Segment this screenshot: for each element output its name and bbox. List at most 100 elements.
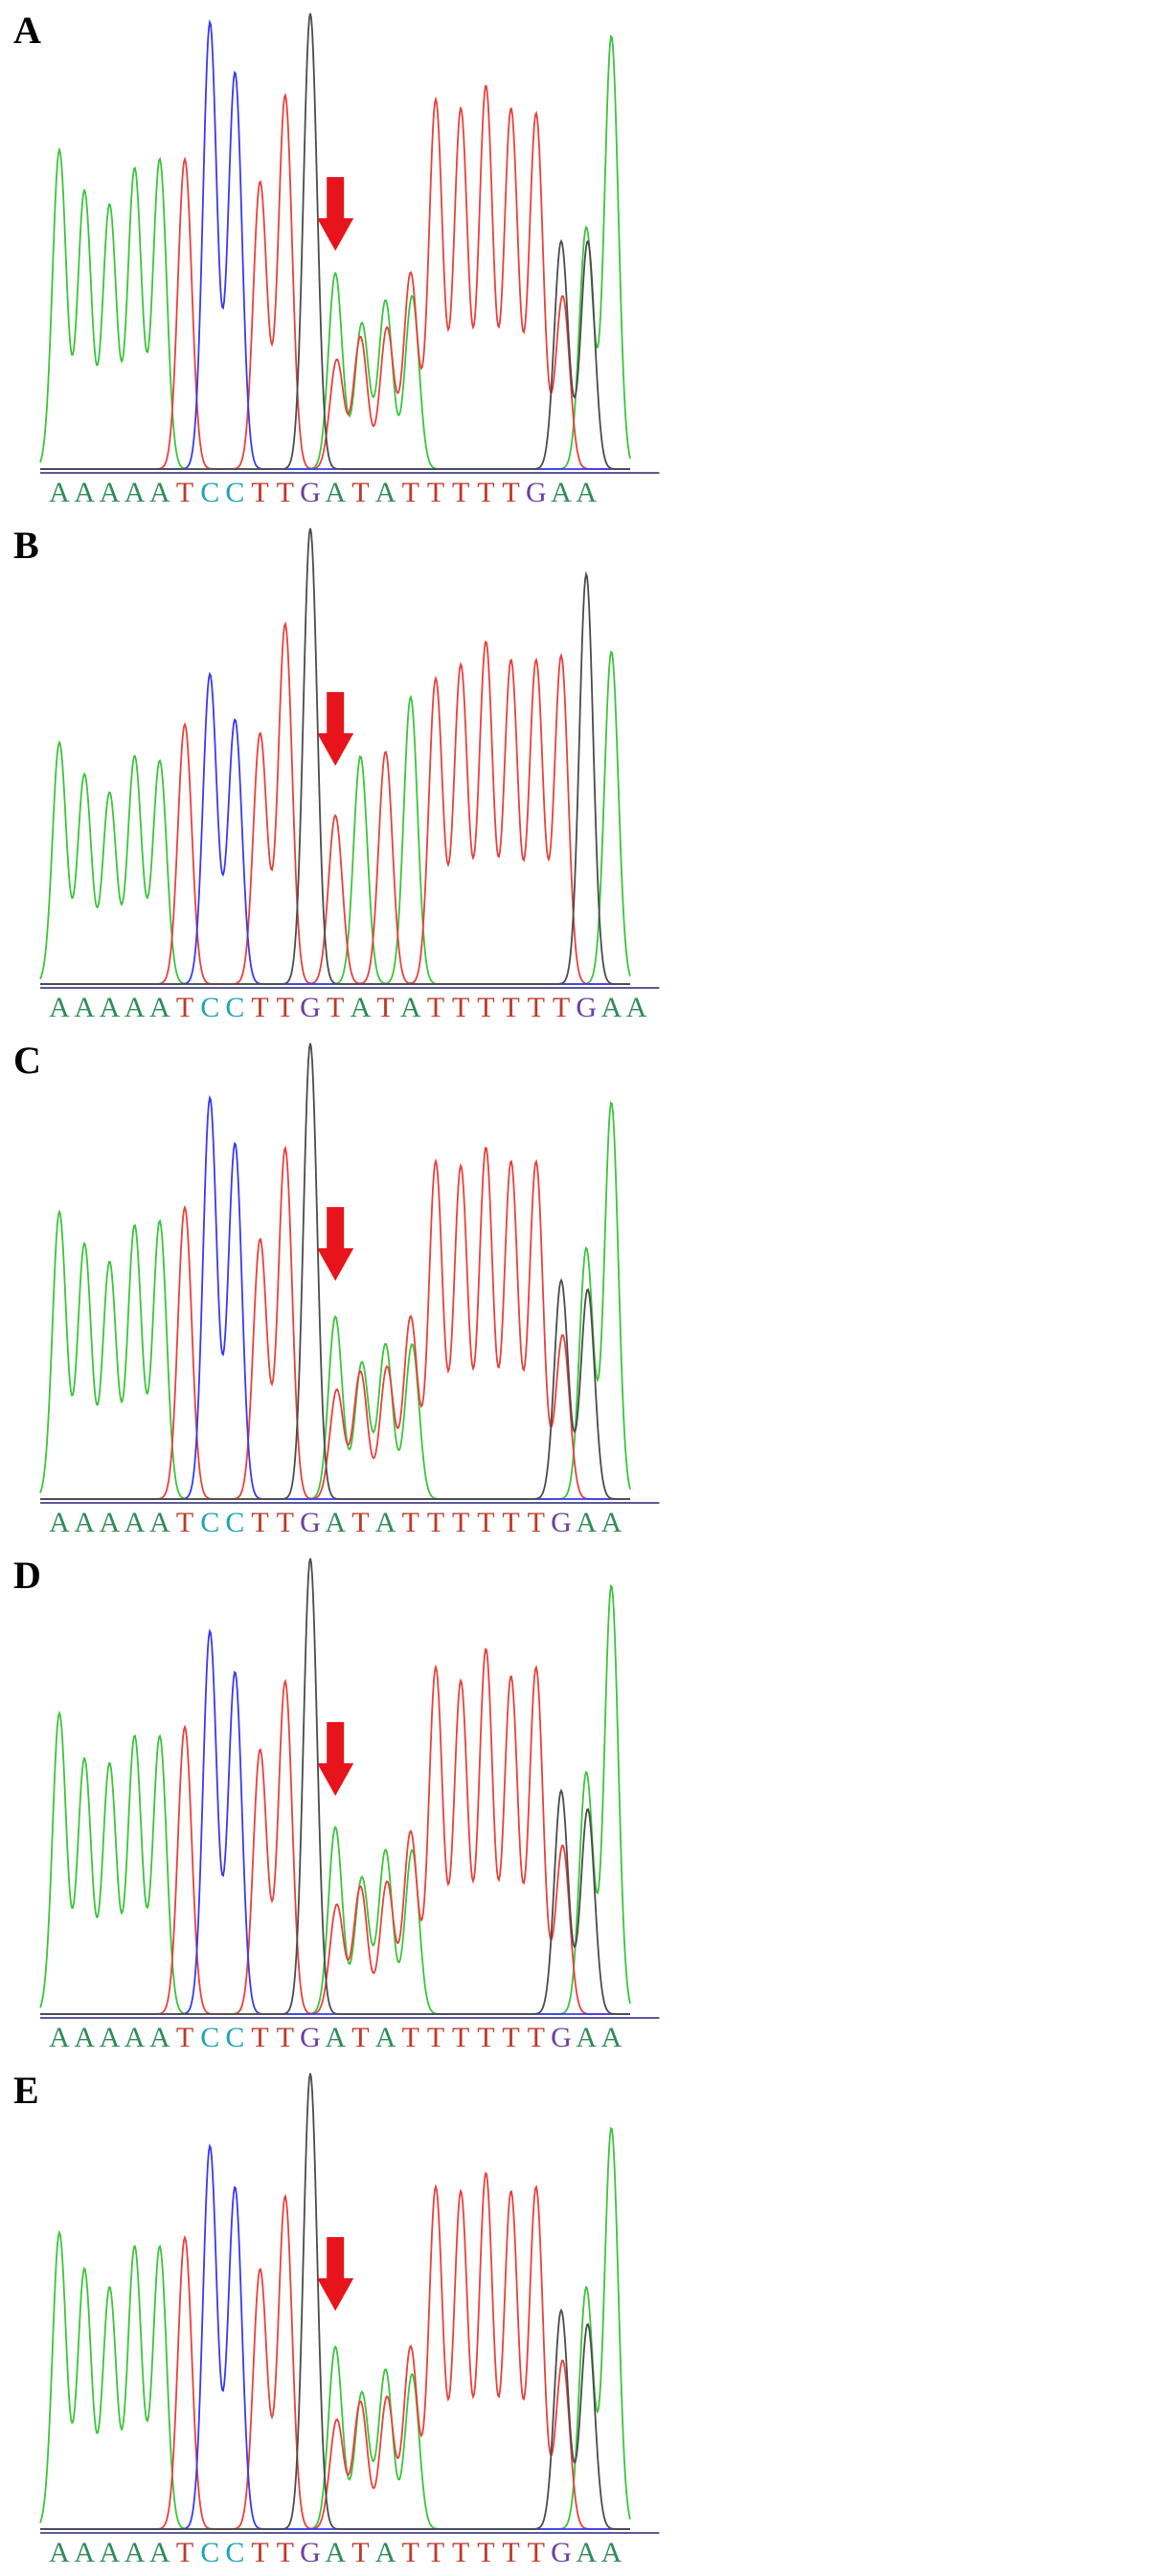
base-call-letter: T: [502, 2022, 519, 2053]
base-call-letter: A: [375, 2537, 396, 2568]
panel-label: C: [13, 1039, 41, 1082]
base-call-letter: T: [452, 1507, 469, 1538]
base-call-letter: T: [452, 2022, 469, 2053]
trace-g: [40, 1042, 630, 1500]
base-call-letter: T: [452, 477, 469, 508]
base-call-letter: A: [325, 2022, 346, 2053]
base-call-letter: A: [601, 992, 622, 1023]
base-call-letter: C: [200, 2537, 219, 2568]
base-call-letter: T: [528, 2022, 545, 2053]
base-call-letter: T: [351, 2022, 369, 2053]
base-call-letter: A: [576, 2537, 597, 2568]
base-call-letter: A: [124, 2537, 146, 2568]
base-call-letter: A: [149, 1507, 170, 1538]
base-call-letter: G: [551, 2022, 572, 2053]
mutation-arrow-icon: [317, 177, 354, 251]
base-call-letter: T: [277, 992, 294, 1023]
trace-t: [40, 2171, 630, 2530]
base-call-letter: G: [551, 2537, 572, 2568]
base-call-letter: G: [526, 477, 547, 508]
base-call-letter: G: [300, 2022, 321, 2053]
base-call-letter: A: [149, 992, 170, 1023]
base-call-letter: T: [351, 477, 369, 508]
base-call-letter: A: [49, 1507, 70, 1538]
base-call-letter: A: [375, 2022, 396, 2053]
base-call-letter: T: [351, 1507, 369, 1538]
base-call-letter: A: [74, 2022, 95, 2053]
base-call-letter: A: [351, 992, 372, 1023]
base-call-letter: T: [477, 2022, 494, 2053]
base-call-letter: T: [176, 2022, 193, 2053]
base-call-letter: T: [176, 1507, 193, 1538]
trace-a: [39, 34, 631, 470]
base-call-letter: G: [551, 1507, 572, 1538]
base-call-letter: C: [225, 477, 244, 508]
base-call-letter: A: [49, 477, 70, 508]
base-call-letter: T: [251, 992, 268, 1023]
base-call-letter: T: [402, 2537, 419, 2568]
base-call-letter: A: [576, 477, 597, 508]
base-call-letter: T: [176, 992, 193, 1023]
trace-a: [39, 1583, 631, 2015]
base-call-letter: G: [300, 477, 321, 508]
base-call-letter: T: [277, 2022, 294, 2053]
base-call-letter: A: [74, 1507, 95, 1538]
base-call-letter: A: [100, 477, 121, 508]
base-call-letter: C: [225, 2537, 244, 2568]
base-call-letter: G: [576, 992, 597, 1023]
base-call-letter: C: [200, 1507, 219, 1538]
base-call-letter: A: [576, 1507, 597, 1538]
base-call-letter: A: [325, 477, 346, 508]
base-call-letter: A: [124, 992, 146, 1023]
base-call-letter: A: [49, 2022, 70, 2053]
base-call-letter: A: [601, 2537, 622, 2568]
panel-label: D: [13, 1554, 41, 1597]
base-call-letter: A: [100, 1507, 121, 1538]
trace-t: [40, 621, 630, 985]
base-call-letter: T: [251, 477, 268, 508]
base-call-letter: T: [528, 1507, 545, 1538]
base-call-letter: A: [325, 2537, 346, 2568]
base-call-letter: T: [251, 2022, 268, 2053]
mutation-arrow-icon: [317, 1722, 354, 1796]
panel-label: E: [13, 2069, 39, 2112]
base-call-letter: C: [200, 2022, 219, 2053]
base-call-letter: A: [551, 477, 572, 508]
trace-g: [40, 1557, 630, 2015]
base-call-letter: T: [427, 2537, 444, 2568]
base-call-letter: T: [477, 2537, 494, 2568]
trace-g: [40, 2072, 630, 2530]
base-call-letter: C: [200, 477, 219, 508]
base-call-letter: A: [124, 1507, 146, 1538]
base-call-letter: A: [149, 2537, 170, 2568]
base-call-letter: T: [277, 2537, 294, 2568]
base-call-letter: C: [225, 1507, 244, 1538]
base-call-letter: T: [528, 992, 545, 1023]
base-call-letter: A: [375, 477, 396, 508]
base-call-letter: A: [74, 477, 95, 508]
base-call-letter: A: [601, 1507, 622, 1538]
base-call-letter: T: [427, 992, 444, 1023]
base-call-letter: T: [477, 477, 494, 508]
base-call-letter: T: [477, 992, 494, 1023]
base-call-letter: T: [251, 2537, 268, 2568]
base-call-letter: T: [452, 992, 469, 1023]
base-call-letter: A: [124, 2022, 146, 2053]
base-call-letter: G: [300, 992, 321, 1023]
trace-g: [40, 527, 630, 985]
base-call-letter: T: [427, 2022, 444, 2053]
base-call-letter: A: [100, 992, 121, 1023]
base-call-letter: T: [427, 1507, 444, 1538]
base-call-letter: A: [325, 1507, 346, 1538]
base-call-letter: C: [225, 992, 244, 1023]
panel-label: B: [13, 524, 39, 567]
base-call-letter: A: [576, 2022, 597, 2053]
base-call-letter: A: [400, 992, 421, 1023]
